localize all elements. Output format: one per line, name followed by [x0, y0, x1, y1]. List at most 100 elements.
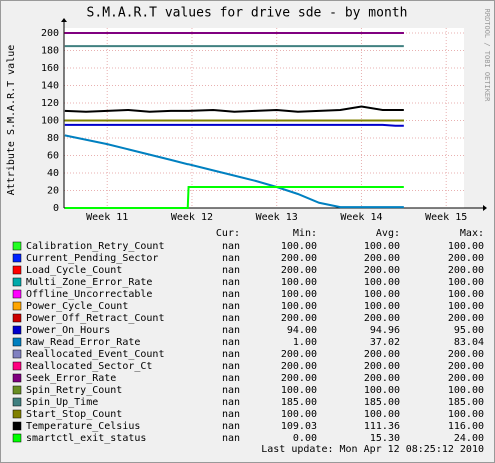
legend-stat: nan: [222, 241, 240, 252]
y-tick-label: 20: [47, 186, 59, 197]
y-tick-label: 40: [47, 168, 59, 179]
x-tick-label: Week 15: [425, 212, 467, 223]
legend-stat: 100.00: [281, 385, 317, 396]
series-line: [64, 123, 404, 127]
legend-stat: 100.00: [281, 409, 317, 420]
legend-swatch: [12, 325, 22, 335]
legend-stat: 100.00: [364, 289, 400, 300]
legend-swatch: [12, 337, 22, 347]
series-line: [64, 134, 404, 209]
legend-stat: 100.00: [364, 241, 400, 252]
x-tick-label: Week 11: [86, 212, 128, 223]
legend-stat: nan: [222, 301, 240, 312]
y-tick-label: 120: [41, 98, 59, 109]
legend-label: Start_Stop_Count: [26, 409, 122, 420]
legend-stat: 100.00: [364, 301, 400, 312]
legend-stat: nan: [222, 349, 240, 360]
legend-stat: 37.02: [370, 337, 400, 348]
legend-stat: 200.00: [281, 253, 317, 264]
legend-stat: 200.00: [281, 265, 317, 276]
legend-stat: 100.00: [448, 409, 484, 420]
legend-stat: nan: [222, 253, 240, 264]
legend-stat: 200.00: [364, 313, 400, 324]
legend-stat: 200.00: [281, 313, 317, 324]
legend-label: Raw_Read_Error_Rate: [26, 337, 140, 348]
legend-stat: nan: [222, 373, 240, 384]
y-tick-label: 60: [47, 151, 59, 162]
legend-stat: 100.00: [448, 289, 484, 300]
x-tick-label: Week 12: [171, 212, 213, 223]
legend-stat: 200.00: [448, 349, 484, 360]
series-line: [64, 186, 404, 209]
legend-header: Min:: [293, 228, 317, 239]
legend-stat: 83.04: [454, 337, 484, 348]
legend-swatch: [12, 361, 22, 371]
legend-stat: 200.00: [364, 373, 400, 384]
legend-stat: nan: [222, 265, 240, 276]
legend-label: Calibration_Retry_Count: [26, 241, 164, 252]
legend-stat: 95.00: [454, 325, 484, 336]
legend-stat: 200.00: [448, 265, 484, 276]
legend-swatch: [12, 265, 22, 275]
legend-stat: 100.00: [281, 277, 317, 288]
legend-stat: 200.00: [364, 349, 400, 360]
legend-label: Offline_Uncorrectable: [26, 289, 152, 300]
series-line: [64, 105, 404, 113]
legend-swatch: [12, 349, 22, 359]
legend-label: Reallocated_Sector_Ct: [26, 361, 152, 372]
legend-stat: 111.36: [364, 421, 400, 432]
legend-header: Avg:: [376, 228, 400, 239]
legend-swatch: [12, 277, 22, 287]
legend-label: Seek_Error_Rate: [26, 373, 116, 384]
legend-stat: 200.00: [448, 361, 484, 372]
y-tick-label: 200: [41, 28, 59, 39]
y-tick-label: 0: [53, 203, 59, 214]
legend-label: Power_Cycle_Count: [26, 301, 128, 312]
legend-stat: nan: [222, 421, 240, 432]
legend-stat: nan: [222, 433, 240, 444]
legend-stat: 100.00: [448, 385, 484, 396]
legend-swatch: [12, 385, 22, 395]
legend-stat: 100.00: [281, 301, 317, 312]
legend-swatch: [12, 313, 22, 323]
legend-swatch: [12, 289, 22, 299]
legend-stat: nan: [222, 277, 240, 288]
legend-stat: 100.00: [364, 409, 400, 420]
legend-stat: 185.00: [448, 397, 484, 408]
y-tick-label: 80: [47, 133, 59, 144]
legend-stat: 94.96: [370, 325, 400, 336]
legend-stat: 100.00: [448, 241, 484, 252]
legend-stat: 100.00: [364, 277, 400, 288]
legend-stat: 0.00: [293, 433, 317, 444]
legend-stat: nan: [222, 313, 240, 324]
legend-swatch: [12, 397, 22, 407]
legend-swatch: [12, 301, 22, 311]
legend-swatch: [12, 253, 22, 263]
legend-stat: 94.00: [287, 325, 317, 336]
legend-stat: 100.00: [448, 301, 484, 312]
legend-stat: nan: [222, 361, 240, 372]
watermark: RRDTOOL / TOBI OETIKER: [483, 9, 491, 103]
legend-label: Spin_Up_Time: [26, 397, 98, 408]
legend-stat: nan: [222, 325, 240, 336]
legend-label: smartctl_exit_status: [26, 433, 146, 444]
last-update: Last update: Mon Apr 12 08:25:12 2010: [261, 444, 484, 455]
legend-stat: 100.00: [448, 277, 484, 288]
legend-label: Current_Pending_Sector: [26, 253, 158, 264]
legend-swatch: [12, 373, 22, 383]
legend-label: Spin_Retry_Count: [26, 385, 122, 396]
y-tick-label: 180: [41, 46, 59, 57]
legend-stat: nan: [222, 289, 240, 300]
chart-title: S.M.A.R.T values for drive sde - by mont…: [87, 6, 408, 21]
legend-swatch: [12, 421, 22, 431]
legend-label: Reallocated_Event_Count: [26, 349, 164, 360]
legend-stat: 116.00: [448, 421, 484, 432]
legend-stat: 200.00: [364, 253, 400, 264]
legend-stat: 200.00: [364, 265, 400, 276]
legend-swatch: [12, 409, 22, 419]
legend-stat: nan: [222, 409, 240, 420]
legend-label: Load_Cycle_Count: [26, 265, 122, 276]
legend-label: Power_Off_Retract_Count: [26, 313, 164, 324]
legend-label: Power_On_Hours: [26, 325, 110, 336]
x-tick-label: Week 13: [256, 212, 298, 223]
